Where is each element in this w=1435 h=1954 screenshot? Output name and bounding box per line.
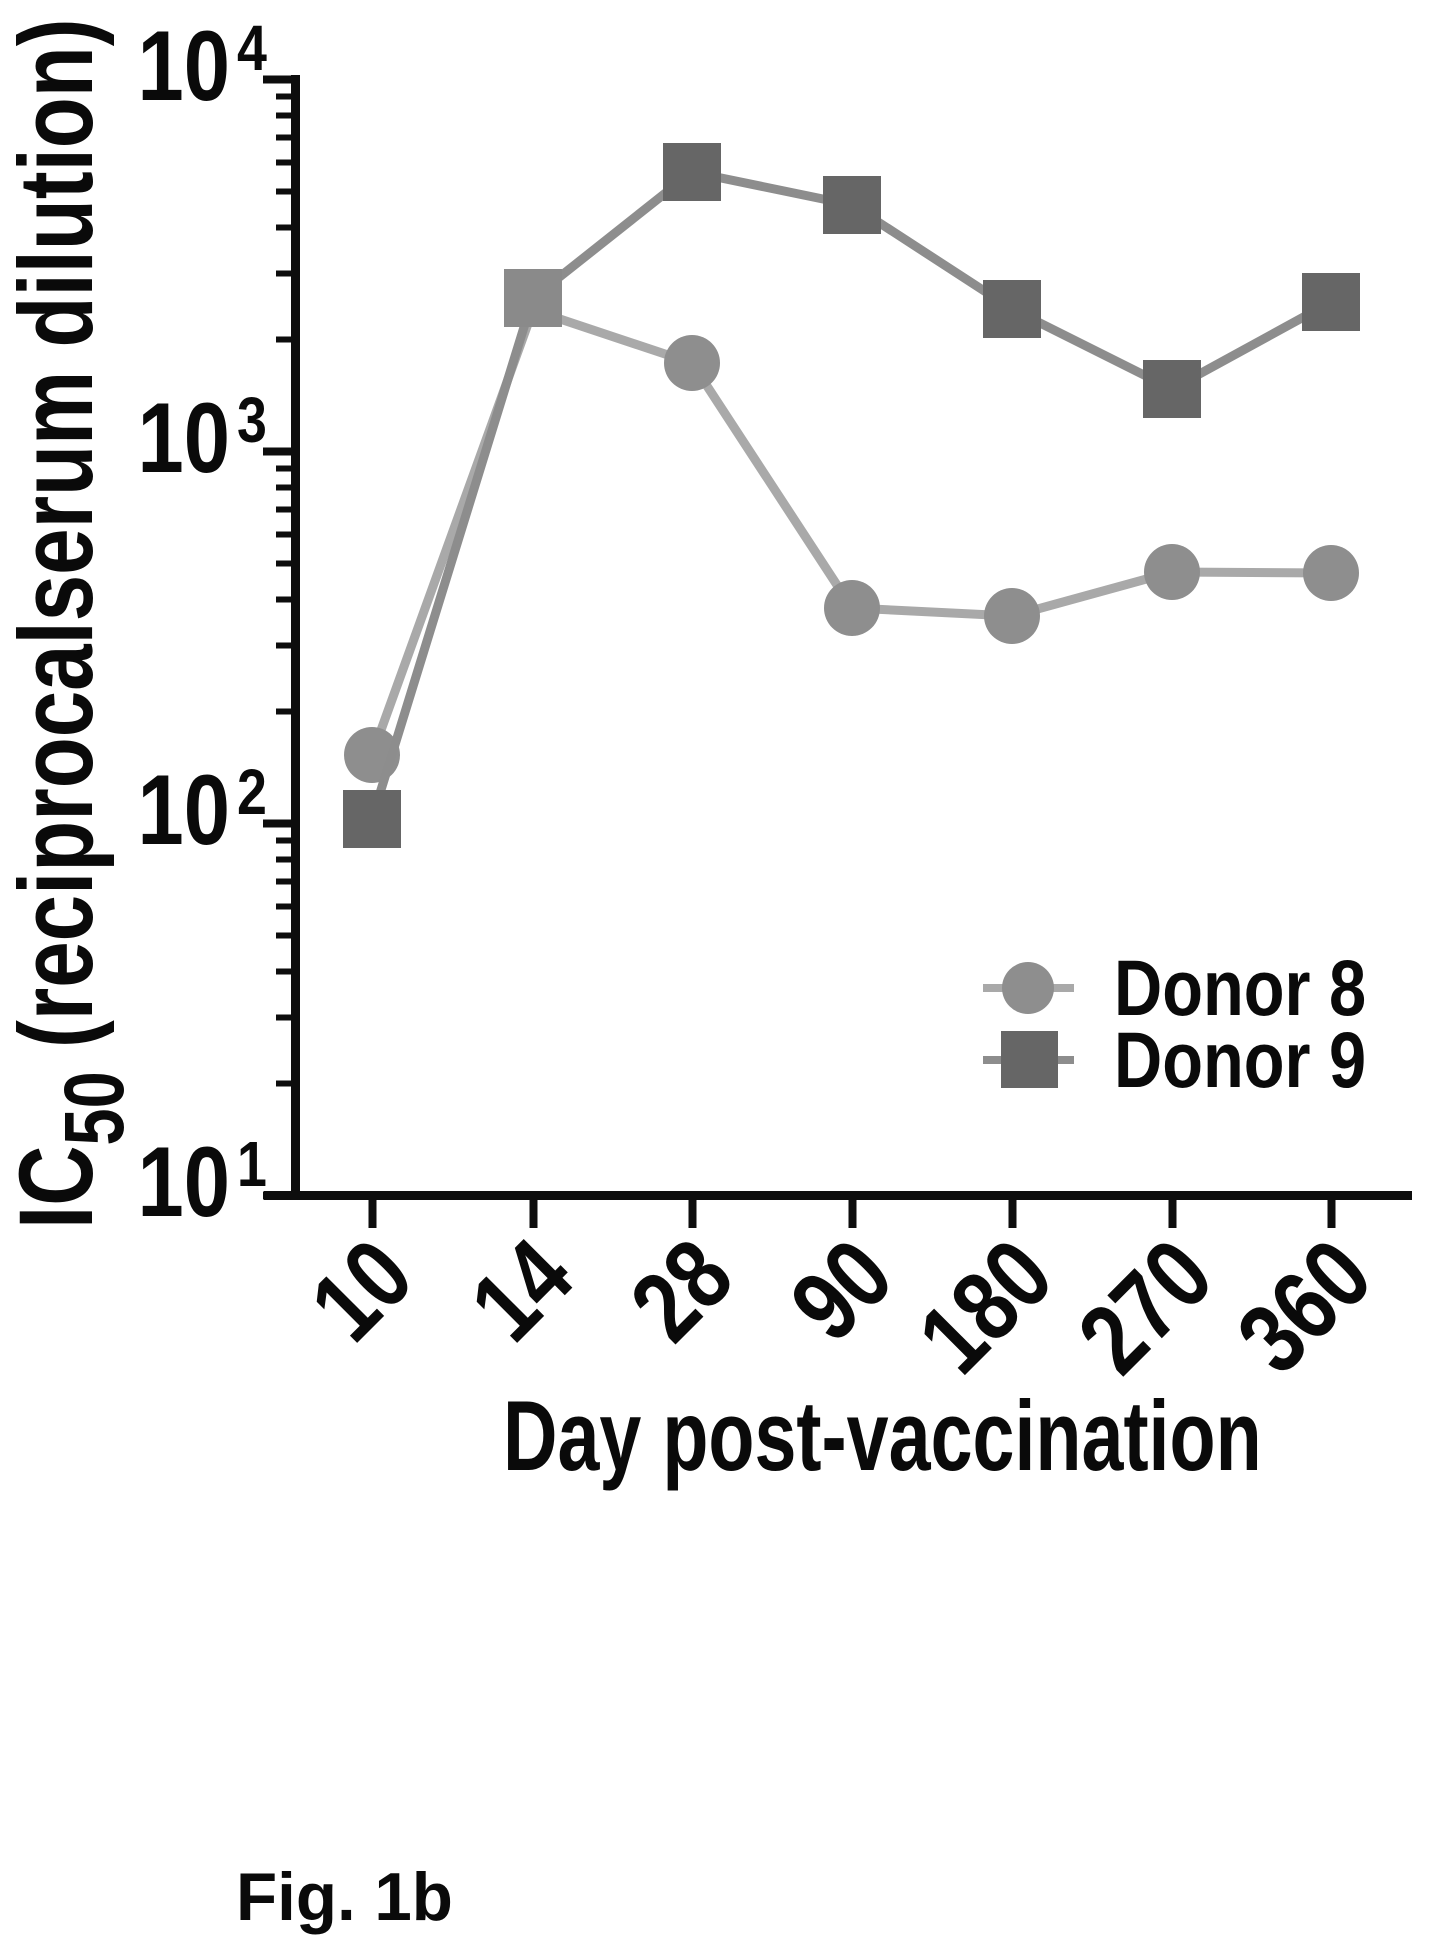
svg-text:10: 10	[138, 755, 230, 865]
svg-text:10: 10	[138, 1127, 230, 1237]
svg-text:1: 1	[237, 1128, 267, 1201]
svg-text:10: 10	[138, 383, 230, 493]
svg-text:2: 2	[237, 756, 267, 829]
svg-text:Donor 8: Donor 8	[1114, 945, 1366, 1032]
svg-text:3: 3	[237, 384, 267, 457]
svg-text:Day post-vaccination: Day post-vaccination	[503, 1380, 1262, 1491]
svg-text:4: 4	[237, 12, 267, 85]
svg-text:10: 10	[138, 11, 230, 121]
svg-text:Donor 9: Donor 9	[1114, 1017, 1366, 1104]
svg-text:Fig. 1b: Fig. 1b	[236, 1860, 453, 1935]
